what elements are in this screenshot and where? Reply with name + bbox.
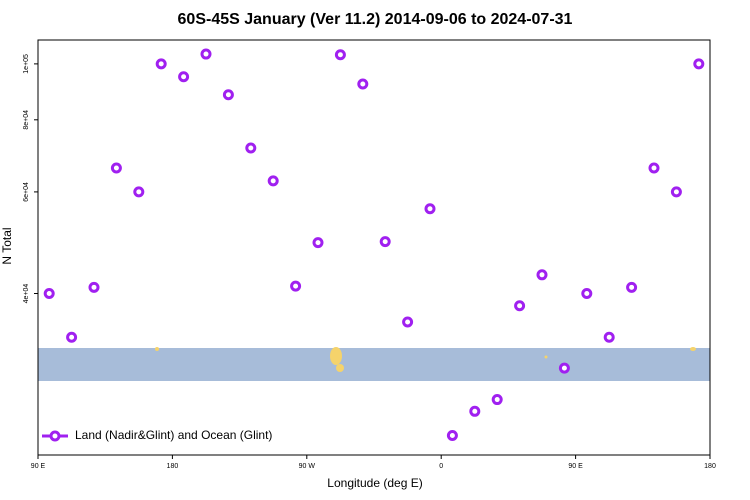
point [603, 331, 615, 343]
land-patch [330, 347, 342, 365]
point [424, 203, 436, 215]
y-tick-label: 4e+04 [23, 284, 30, 304]
x-tick-label: 0 [439, 463, 443, 470]
x-axis-label: Longitude (deg E) [327, 476, 422, 490]
land-patch [544, 355, 548, 359]
land-patch [336, 364, 344, 372]
x-tick-label: 180 [167, 463, 179, 470]
point [357, 78, 369, 90]
point [290, 280, 302, 292]
legend-marker [49, 430, 61, 442]
point [402, 316, 414, 328]
point [469, 405, 481, 417]
point [648, 162, 660, 174]
point [558, 362, 570, 374]
point [88, 281, 100, 293]
chart-title: 60S-45S January (Ver 11.2) 2014-09-06 to… [178, 11, 573, 28]
point [446, 429, 458, 441]
point [133, 186, 145, 198]
point [514, 300, 526, 312]
land-patch [155, 347, 159, 351]
point [536, 269, 548, 281]
x-tick-label: 90 W [299, 463, 316, 470]
point [626, 281, 638, 293]
point [245, 142, 257, 154]
point [110, 162, 122, 174]
y-tick-label: 6e+04 [23, 182, 30, 202]
point [670, 186, 682, 198]
point [267, 175, 279, 187]
x-tick-label: 180 [704, 463, 716, 470]
map-strip [38, 347, 710, 381]
point [334, 49, 346, 61]
point [66, 331, 78, 343]
y-tick-label: 1e+05 [23, 54, 30, 74]
point [178, 71, 190, 83]
x-tick-label: 90 E [568, 463, 583, 470]
y-tick-label: 8e+04 [23, 110, 30, 130]
x-tick-label: 90 E [31, 463, 46, 470]
point [200, 48, 212, 60]
point [312, 237, 324, 249]
point [581, 288, 593, 300]
point [379, 236, 391, 248]
land-patch [690, 347, 696, 351]
y-axis-label: N Total [0, 227, 14, 264]
ocean-band [38, 348, 710, 381]
point [491, 394, 503, 406]
legend-label: Land (Nadir&Glint) and Ocean (Glint) [75, 428, 272, 442]
point [693, 58, 705, 70]
plot-frame [37, 39, 711, 456]
point [222, 89, 234, 101]
point [155, 58, 167, 70]
point [43, 288, 55, 300]
